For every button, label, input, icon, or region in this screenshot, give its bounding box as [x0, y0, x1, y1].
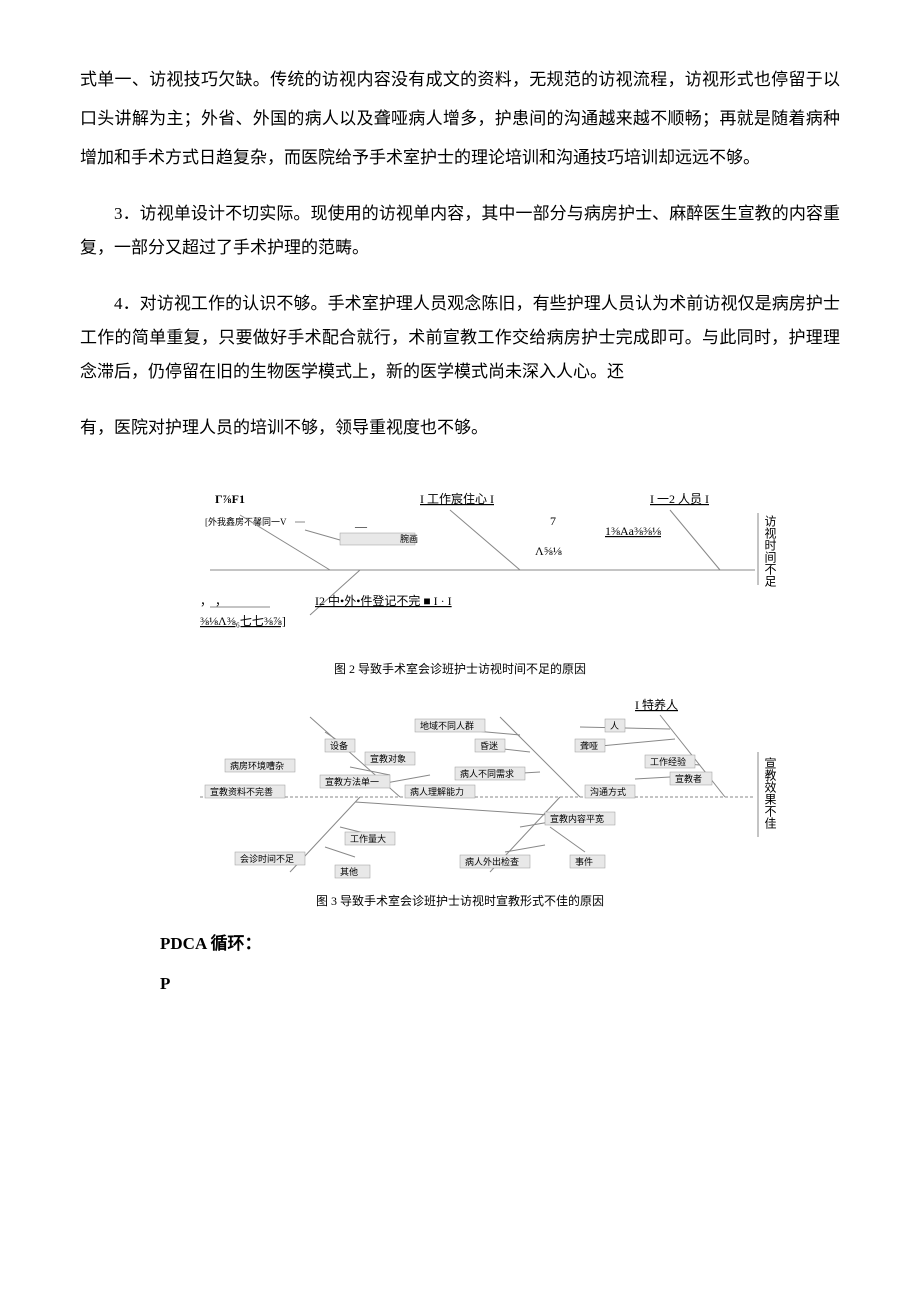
fishbone-diagram-2: I 特养人 地域不同人群 人 设备 — [180, 697, 800, 887]
d1-bone-3 — [670, 510, 720, 570]
d2-n18: 其他 — [340, 866, 358, 877]
pdca-heading: PDCA 循环： — [160, 929, 840, 954]
diagram-2-container: I 特养人 地域不同人群 人 设备 — [180, 697, 840, 887]
d2-n20: 事件 — [575, 856, 593, 867]
d2-ubone-2 — [500, 717, 580, 797]
d2-n12: 宣教资料不完善 — [210, 786, 273, 797]
d2-n9: 宣教方法单一 — [325, 776, 379, 787]
d1-bottom-mid: I2 中•外•件登记不完 ■ I · I — [315, 593, 452, 608]
d2-top-label: I 特养人 — [635, 697, 678, 712]
d2-n19: 病人外出检查 — [465, 856, 519, 867]
d2-n1: 地域不同人群 — [420, 720, 474, 731]
d1-lambda: Λ⅝⅛ — [535, 544, 562, 558]
diagram-1-container: Γ⅞F1 I 工作宸住心 I I 一2 人员 I [外我鑫房不馨同一V 腕画 —… — [180, 485, 840, 655]
paragraph-1: 式单一、访视技巧欠缺。传统的访视内容没有成文的资料，无规范的访视流程，访视形式也… — [80, 60, 840, 177]
d1-side-label: [外我鑫房不馨同一V — [205, 516, 287, 527]
d1-bone-4 — [310, 570, 360, 615]
d1-bottom-frac: ⅜⅛Λ⅜₆七七⅜⅞] — [200, 614, 286, 628]
d1-frac2: 1⅜Aa⅜⅜⅛ — [605, 524, 661, 538]
d2-n6: 病房环境嘈杂 — [230, 760, 284, 771]
fishbone-diagram-1: Γ⅞F1 I 工作宸住心 I I 一2 人员 I [外我鑫房不馨同一V 腕画 —… — [180, 485, 800, 655]
d2-n2: 人 — [610, 721, 619, 731]
d1-seven: 7 — [550, 514, 556, 528]
d1-bottom-left: ， ， — [200, 594, 227, 608]
d2-n11: 宣教者 — [675, 773, 702, 784]
d1-top-mid: I 工作宸住心 I — [420, 491, 494, 506]
d2-n10: 病人不同需求 — [460, 768, 514, 779]
d2-n15: 宣教内容平宽 — [550, 813, 604, 824]
d1-top-right: I 一2 人员 I — [650, 492, 709, 506]
d2-n5: 聋哑 — [580, 740, 598, 751]
diagram-2-caption: 图 3 导致手术室会诊班护士访视时宣教形式不佳的原因 — [80, 892, 840, 909]
paragraph-2: 3．访视单设计不切实际。现使用的访视单内容，其中一部分与病房护士、麻醉医生宣教的… — [80, 197, 840, 265]
d1-spine-label: 访视时间不足 — [763, 515, 777, 588]
d2-n16: 工作量大 — [350, 833, 386, 844]
d2-n7: 宣教对象 — [370, 753, 406, 764]
d2-n17: 会诊时间不足 — [240, 853, 294, 864]
d1-top-left: Γ⅞F1 — [215, 492, 245, 506]
d1-dash: — — [354, 519, 368, 533]
d2-n13: 病人理解能力 — [410, 786, 464, 797]
d2-spine-label: 宣教效果不佳 — [763, 756, 777, 829]
diagram-1-caption: 图 2 导致手术室会诊班护士访视时间不足的原因 — [80, 660, 840, 677]
paragraph-3: 4．对访视工作的认识不够。手术室护理人员观念陈旧，有些护理人员认为术前访视仅是病… — [80, 287, 840, 389]
d2-n8: 工作经验 — [650, 756, 686, 767]
d2-n14: 沟通方式 — [590, 786, 626, 797]
paragraph-4: 有，医院对护理人员的培训不够，领导重视度也不够。 — [80, 411, 840, 445]
d2-n3: 设备 — [330, 740, 348, 751]
d2-n4: 昏迷 — [480, 740, 498, 751]
d1-bone-2 — [450, 510, 520, 570]
p-heading: P — [160, 974, 840, 994]
d1-box-text: 腕画 — [400, 533, 418, 544]
